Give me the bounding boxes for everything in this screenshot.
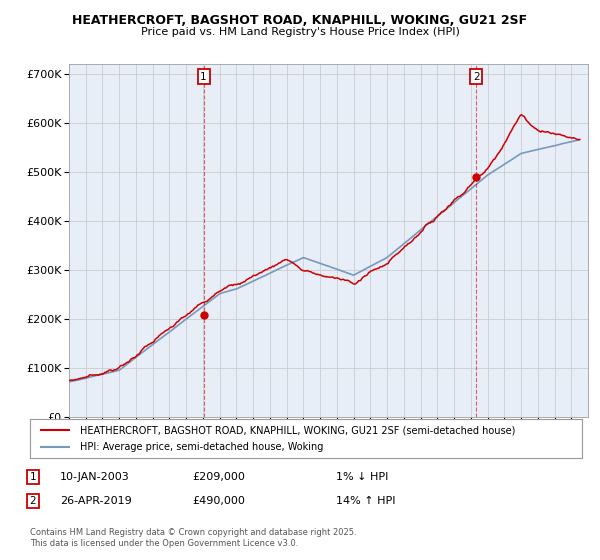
Text: Price paid vs. HM Land Registry's House Price Index (HPI): Price paid vs. HM Land Registry's House … — [140, 27, 460, 37]
Text: HEATHERCROFT, BAGSHOT ROAD, KNAPHILL, WOKING, GU21 2SF (semi-detached house): HEATHERCROFT, BAGSHOT ROAD, KNAPHILL, WO… — [80, 425, 515, 435]
Text: 10-JAN-2003: 10-JAN-2003 — [60, 472, 130, 482]
Text: £209,000: £209,000 — [192, 472, 245, 482]
Text: 1: 1 — [200, 72, 207, 82]
Text: Contains HM Land Registry data © Crown copyright and database right 2025.
This d: Contains HM Land Registry data © Crown c… — [30, 528, 356, 548]
Text: 1: 1 — [29, 472, 37, 482]
Text: 26-APR-2019: 26-APR-2019 — [60, 496, 132, 506]
Text: HEATHERCROFT, BAGSHOT ROAD, KNAPHILL, WOKING, GU21 2SF: HEATHERCROFT, BAGSHOT ROAD, KNAPHILL, WO… — [73, 14, 527, 27]
Text: 2: 2 — [29, 496, 37, 506]
Text: 2: 2 — [473, 72, 479, 82]
Text: 1% ↓ HPI: 1% ↓ HPI — [336, 472, 388, 482]
Text: 14% ↑ HPI: 14% ↑ HPI — [336, 496, 395, 506]
Text: £490,000: £490,000 — [192, 496, 245, 506]
Text: HPI: Average price, semi-detached house, Woking: HPI: Average price, semi-detached house,… — [80, 442, 323, 452]
